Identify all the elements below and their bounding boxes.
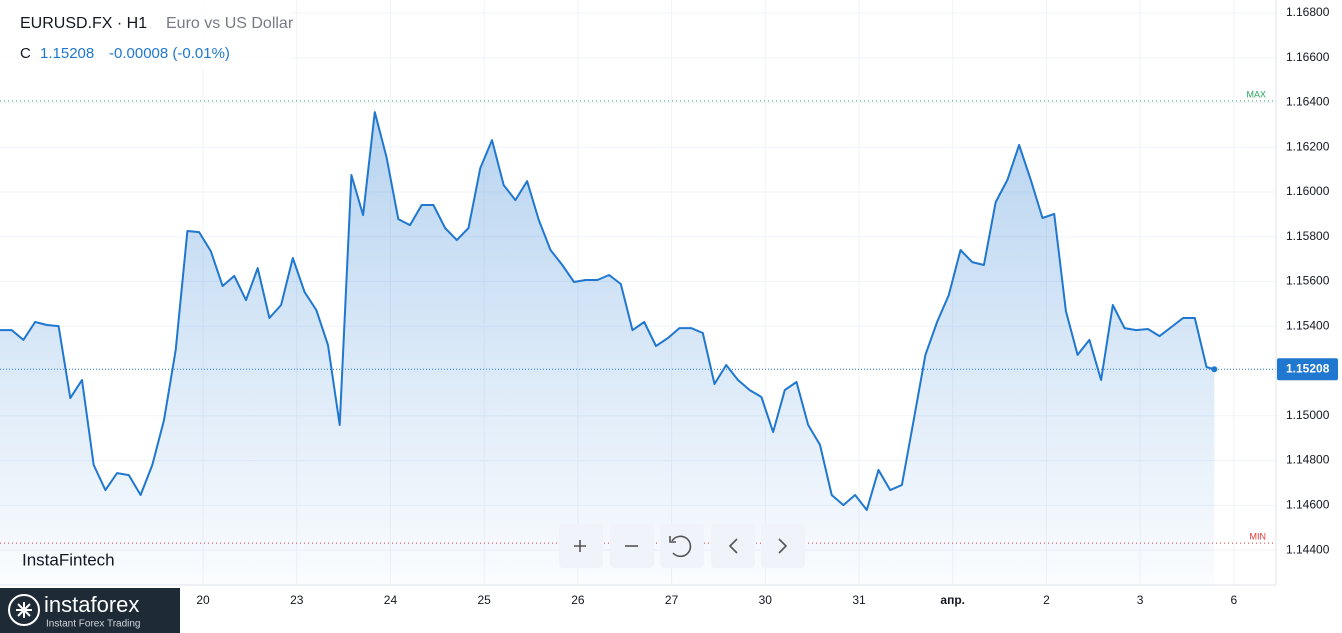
- close-value: 1.15208: [40, 45, 94, 62]
- y-tick-label: 1.15400: [1286, 318, 1330, 332]
- toolbar: [559, 524, 805, 568]
- price-label-box: [1277, 358, 1338, 381]
- logo: instaforex Instant Forex Trading: [0, 588, 180, 633]
- x-tick-label: 6: [1230, 593, 1237, 607]
- logo-tagline: Instant Forex Trading: [46, 619, 141, 630]
- brand: InstaFintech: [22, 550, 115, 569]
- x-tick-label: 3: [1137, 593, 1144, 607]
- y-tick-label: 1.15800: [1286, 229, 1330, 243]
- y-tick-label: 1.14400: [1286, 542, 1330, 556]
- y-tick-label: 1.16200: [1286, 139, 1330, 153]
- logo-name: instaforex: [44, 592, 139, 617]
- x-tick-label: 31: [852, 593, 866, 607]
- x-tick-label: 26: [571, 593, 585, 607]
- x-tick-label: 23: [290, 593, 304, 607]
- y-tick-label: 1.16400: [1286, 95, 1330, 109]
- price-label: 1.15208: [1286, 361, 1330, 375]
- scroll-right-button[interactable]: [761, 524, 805, 568]
- reset-button[interactable]: [660, 524, 704, 568]
- close-label: C: [20, 45, 31, 62]
- scroll-left-button[interactable]: [711, 524, 755, 568]
- reference-label: MIN: [1250, 532, 1267, 542]
- y-tick-label: 1.15600: [1286, 274, 1330, 288]
- reference-label: MAX: [1246, 89, 1266, 99]
- x-tick-label: 24: [384, 593, 398, 607]
- x-tick-label: 27: [665, 593, 679, 607]
- line: [0, 111, 1215, 511]
- chart-title: EURUSD.FX · H1: [20, 15, 147, 32]
- y-tick-label: 1.15000: [1286, 408, 1330, 422]
- y-tick-label: 1.16800: [1286, 5, 1330, 19]
- x-tick-label: 30: [759, 593, 773, 607]
- change-value: -0.00008 (-0.01%): [109, 45, 230, 62]
- y-tick-label: 1.14600: [1286, 498, 1330, 512]
- x-tick-label: апр.: [940, 593, 965, 607]
- chart-subtitle: Euro vs US Dollar: [166, 15, 294, 32]
- y-tick-label: 1.16600: [1286, 50, 1330, 64]
- y-tick-label: 1.16000: [1286, 184, 1330, 198]
- area: [0, 112, 1215, 585]
- last-point: [1211, 366, 1218, 373]
- x-tick-label: 20: [196, 593, 210, 607]
- x-tick-label: 25: [477, 593, 491, 607]
- x-tick-label: 2: [1043, 593, 1050, 607]
- zoom-in-button[interactable]: [559, 524, 603, 568]
- legend-backdrop: [0, 0, 292, 70]
- y-tick-label: 1.14800: [1286, 453, 1330, 467]
- zoom-out-button[interactable]: [610, 524, 654, 568]
